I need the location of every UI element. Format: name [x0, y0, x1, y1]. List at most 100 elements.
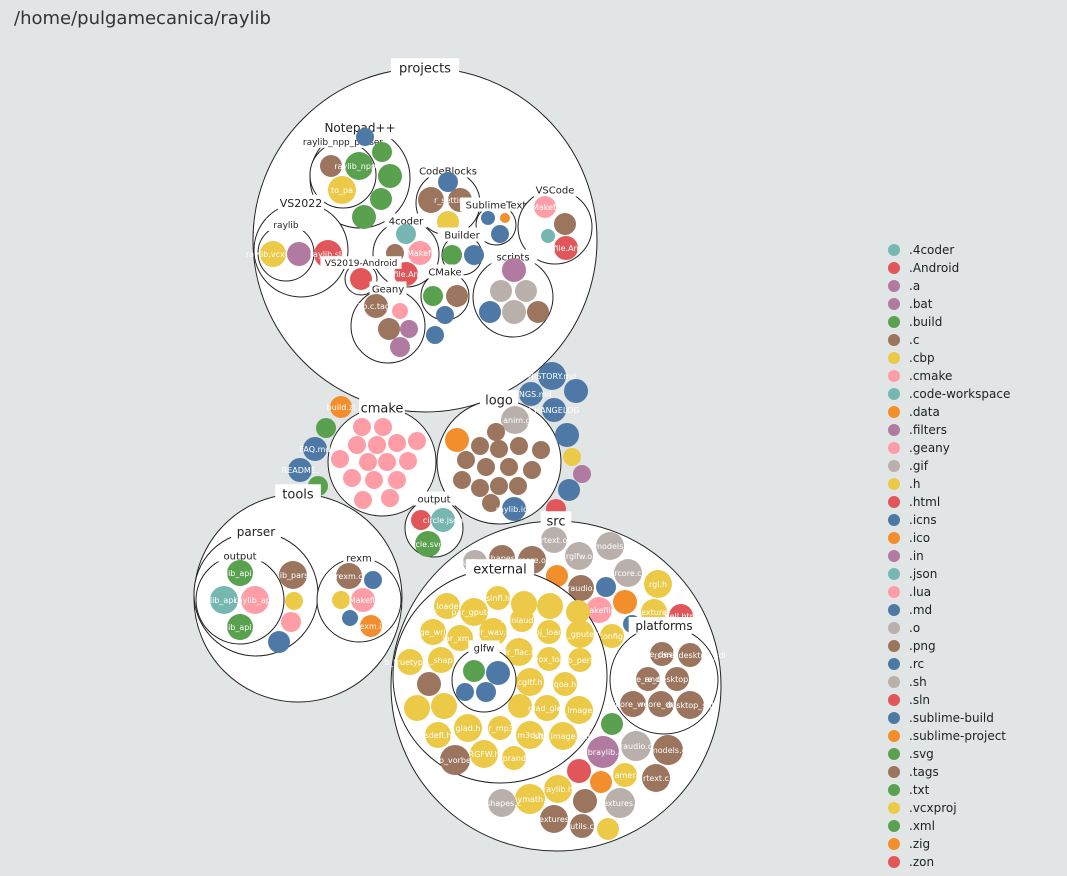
file-circle[interactable]	[564, 379, 588, 403]
file-circle[interactable]	[510, 437, 528, 455]
file-circle[interactable]	[500, 213, 510, 223]
file-circle[interactable]	[527, 301, 549, 323]
file-circle[interactable]	[532, 441, 550, 459]
file-circle[interactable]	[400, 320, 418, 338]
file-circle[interactable]	[491, 225, 509, 243]
file-circle[interactable]	[431, 693, 457, 719]
file-circle[interactable]	[487, 423, 505, 441]
file-circle[interactable]	[418, 187, 444, 213]
file-circle[interactable]	[287, 242, 311, 266]
file-circle[interactable]	[481, 211, 495, 225]
file-circle[interactable]	[447, 625, 473, 651]
file-circle[interactable]	[354, 491, 372, 509]
file-circle[interactable]	[596, 577, 616, 597]
file-circle[interactable]	[404, 695, 430, 721]
file-circle[interactable]	[676, 691, 704, 719]
file-circle[interactable]	[331, 450, 349, 468]
file-circle[interactable]	[600, 624, 624, 648]
file-circle[interactable]	[648, 691, 674, 717]
file-circle[interactable]	[523, 461, 541, 479]
file-circle[interactable]	[621, 731, 651, 761]
file-circle[interactable]	[426, 326, 444, 344]
file-circle[interactable]	[490, 477, 508, 495]
file-circle[interactable]	[442, 245, 462, 265]
file-circle[interactable]	[210, 586, 238, 614]
file-circle[interactable]	[378, 164, 402, 188]
file-circle[interactable]	[390, 337, 410, 357]
file-circle[interactable]	[516, 668, 544, 696]
file-circle[interactable]	[381, 489, 399, 507]
file-circle[interactable]	[364, 294, 388, 318]
file-circle[interactable]	[488, 789, 516, 817]
file-circle[interactable]	[332, 591, 350, 609]
file-circle[interactable]	[537, 647, 561, 671]
file-circle[interactable]	[241, 586, 269, 614]
file-circle[interactable]	[601, 713, 623, 735]
file-circle[interactable]	[342, 610, 358, 626]
file-circle[interactable]	[650, 642, 674, 666]
file-circle[interactable]	[565, 696, 593, 724]
file-circle[interactable]	[320, 155, 342, 177]
file-circle[interactable]	[653, 735, 683, 765]
file-circle[interactable]	[285, 592, 303, 610]
file-circle[interactable]	[417, 672, 441, 696]
file-circle[interactable]	[546, 565, 568, 587]
file-circle[interactable]	[388, 434, 406, 452]
file-circle[interactable]	[350, 268, 372, 290]
file-circle[interactable]	[534, 196, 556, 218]
file-circle[interactable]	[587, 736, 619, 768]
file-circle[interactable]	[372, 142, 392, 162]
file-circle[interactable]	[279, 561, 307, 589]
file-circle[interactable]	[440, 745, 470, 775]
file-circle[interactable]	[563, 448, 581, 466]
file-circle[interactable]	[397, 649, 423, 675]
file-circle[interactable]	[490, 280, 512, 302]
file-circle[interactable]	[434, 593, 460, 619]
file-circle[interactable]	[453, 471, 471, 489]
file-circle[interactable]	[515, 784, 545, 814]
file-circle[interactable]	[477, 458, 495, 476]
file-circle[interactable]	[570, 814, 594, 838]
file-circle[interactable]	[544, 775, 572, 803]
file-circle[interactable]	[378, 318, 400, 340]
file-circle[interactable]	[336, 563, 362, 589]
file-circle[interactable]	[573, 789, 597, 813]
file-circle[interactable]	[446, 285, 468, 307]
file-circle[interactable]	[438, 172, 458, 192]
file-circle[interactable]	[509, 477, 527, 495]
file-circle[interactable]	[537, 620, 561, 644]
file-circle[interactable]	[565, 542, 593, 570]
file-circle[interactable]	[476, 682, 496, 702]
file-circle[interactable]	[328, 176, 356, 204]
file-circle[interactable]	[348, 436, 366, 454]
file-circle[interactable]	[425, 722, 451, 748]
file-circle[interactable]	[586, 597, 612, 623]
file-circle[interactable]	[457, 451, 475, 469]
file-circle[interactable]	[553, 672, 577, 696]
file-circle[interactable]	[281, 612, 301, 632]
file-circle[interactable]	[568, 575, 594, 601]
file-circle[interactable]	[566, 600, 590, 624]
file-circle[interactable]	[537, 593, 563, 619]
file-circle[interactable]	[445, 428, 469, 452]
file-circle[interactable]	[365, 471, 383, 489]
file-circle[interactable]	[388, 471, 406, 489]
file-circle[interactable]	[538, 362, 566, 390]
file-circle[interactable]	[614, 559, 642, 587]
file-circle[interactable]	[605, 788, 635, 818]
file-circle[interactable]	[549, 722, 577, 750]
file-circle[interactable]	[644, 570, 672, 598]
file-circle[interactable]	[541, 527, 567, 553]
file-circle[interactable]	[456, 683, 474, 701]
file-circle[interactable]	[464, 245, 484, 265]
file-circle[interactable]	[596, 532, 624, 560]
file-circle[interactable]	[368, 436, 386, 454]
file-circle[interactable]	[378, 453, 396, 471]
file-circle[interactable]	[353, 418, 371, 436]
file-circle[interactable]	[471, 437, 489, 455]
file-circle[interactable]	[541, 229, 555, 243]
file-circle[interactable]	[479, 618, 507, 646]
file-circle[interactable]	[460, 598, 488, 626]
file-circle[interactable]	[482, 494, 500, 512]
file-circle[interactable]	[642, 764, 670, 792]
